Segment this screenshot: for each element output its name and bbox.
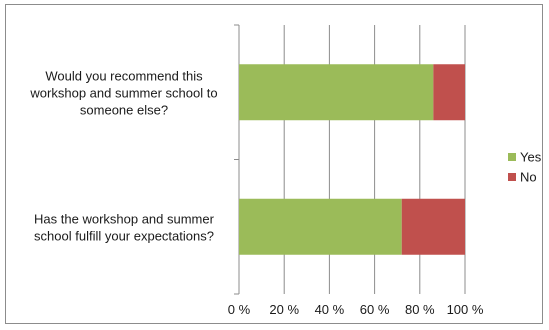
bar-yes-1	[239, 64, 434, 121]
x-tick-label-100: 100 %	[447, 302, 484, 317]
category-label-line: school fulfill your expectations?	[34, 228, 214, 243]
bar-yes-2	[239, 198, 402, 255]
chart-frame: Would you recommend this workshop and sum…	[5, 4, 543, 324]
bar-no-1	[433, 64, 465, 121]
x-tick-label-40: 40 %	[315, 302, 345, 317]
category-label-2: Has the workshop and summer school fulfil…	[34, 211, 215, 243]
legend-swatch-yes	[508, 153, 516, 161]
x-tick-label-60: 60 %	[360, 302, 390, 317]
x-tick-label-20: 20 %	[269, 302, 299, 317]
legend-label-no: No	[520, 170, 537, 185]
category-labels: Would you recommend this workshop and sum…	[29, 68, 217, 243]
axes	[234, 24, 240, 295]
legend-swatch-no	[508, 173, 516, 181]
x-tick-labels: 0 % 20 % 40 % 60 % 80 % 100 %	[228, 302, 484, 317]
bars	[239, 64, 465, 255]
category-label-line: Has the workshop and summer	[34, 211, 215, 226]
category-label-line: workshop and summer school to	[29, 85, 217, 100]
legend: Yes No	[508, 150, 542, 185]
x-tick-label-80: 80 %	[405, 302, 435, 317]
category-label-line: Would you recommend this	[45, 68, 203, 83]
category-label-1: Would you recommend this workshop and sum…	[29, 68, 217, 117]
legend-label-yes: Yes	[520, 150, 542, 165]
category-label-line: someone else?	[80, 102, 168, 117]
stacked-bar-chart: Would you recommend this workshop and sum…	[29, 24, 542, 317]
x-tick-label-0: 0 %	[228, 302, 251, 317]
bar-no-2	[401, 198, 465, 255]
